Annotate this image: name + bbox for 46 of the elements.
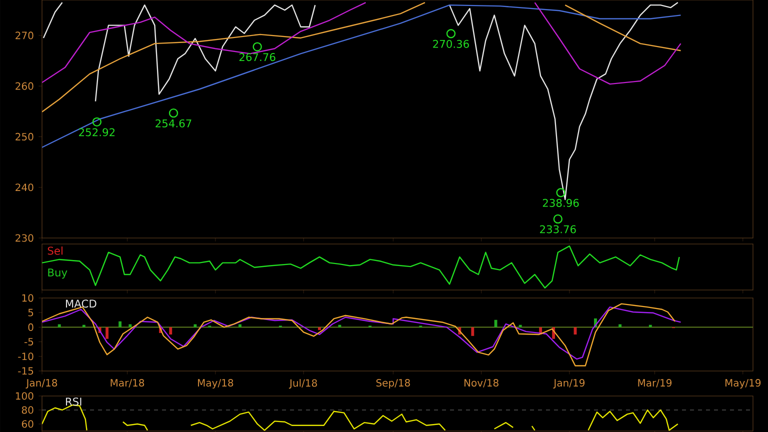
annotation: 254.67 xyxy=(156,119,192,128)
x-tick-label: Jan/18 xyxy=(26,379,58,388)
point xyxy=(168,108,178,118)
annotation: 252.92 xyxy=(79,128,114,136)
line-series xyxy=(42,4,682,148)
annotation: 267.76 xyxy=(239,53,276,62)
x-tick-label: May/19 xyxy=(725,379,761,389)
x-tick-label: Nov/18 xyxy=(464,379,498,388)
y-tick-label: 0 xyxy=(28,323,34,331)
bar xyxy=(318,327,321,330)
point xyxy=(252,42,262,52)
point xyxy=(556,188,566,198)
bar xyxy=(106,327,109,339)
y-tick-label: 5 xyxy=(28,308,34,316)
annotation: MACD xyxy=(66,300,96,308)
y-tick-label: 100 xyxy=(16,392,34,400)
annotation: 233.76 xyxy=(540,225,576,234)
annotation: Buy xyxy=(48,268,68,279)
bar xyxy=(169,327,172,334)
y-tick-label: 10 xyxy=(22,294,34,302)
y-tick-label: 80 xyxy=(22,406,34,414)
bar xyxy=(118,321,122,328)
bar xyxy=(471,327,474,336)
line-series xyxy=(42,306,682,360)
x-tick-label: Jul/18 xyxy=(288,379,317,389)
point xyxy=(92,117,102,127)
y-tick-label: 240 xyxy=(16,184,34,192)
point xyxy=(446,29,456,38)
x-tick-label: Mar/18 xyxy=(110,379,144,388)
y-tick-label: -5 xyxy=(24,338,34,346)
x-tick-label: Jan/19 xyxy=(553,379,585,388)
annotation: RSI xyxy=(66,398,82,406)
y-tick-label: 260 xyxy=(16,82,34,90)
x-tick-label: Sep/18 xyxy=(376,379,410,389)
x-tick-label: Mar/19 xyxy=(638,379,672,388)
annotation: Sel xyxy=(48,246,62,255)
y-tick-label: 230 xyxy=(16,234,34,242)
y-tick-label: -15 xyxy=(18,367,34,375)
x-tick-label: May/18 xyxy=(198,379,234,389)
annotation: 238.96 xyxy=(542,198,579,207)
y-tick-label: -10 xyxy=(18,352,34,360)
y-tick-label: 60 xyxy=(22,420,34,428)
annotation: 270.36 xyxy=(433,40,469,48)
y-tick-label: 250 xyxy=(16,132,34,141)
y-tick-label: 270 xyxy=(16,32,34,40)
point xyxy=(553,214,563,224)
